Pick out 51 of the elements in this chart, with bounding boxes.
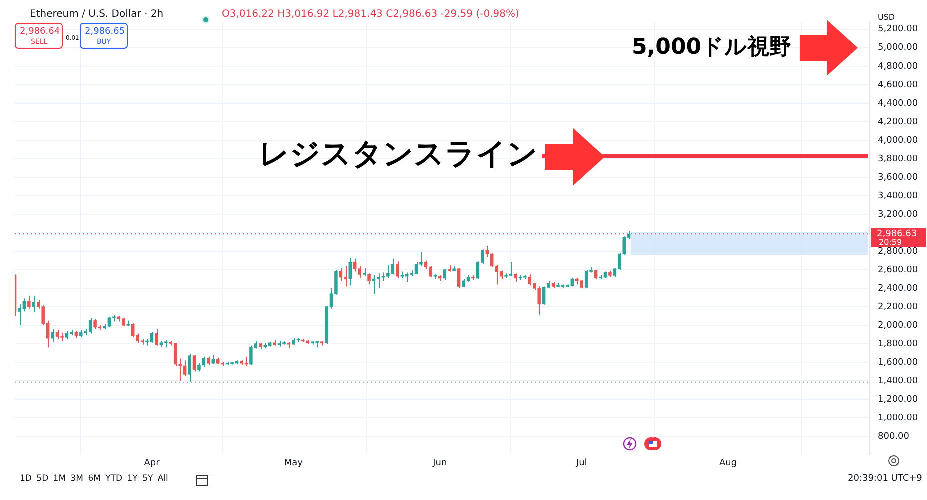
candlestick — [594, 269, 598, 280]
candlestick — [528, 274, 532, 286]
y-tick-label: 4,400.00 — [878, 98, 918, 109]
y-tick-label: 2,200.00 — [878, 302, 918, 312]
x-tick-label: Apr — [144, 458, 160, 469]
y-tick-label: 5,200.00 — [878, 24, 918, 35]
candlestick — [348, 257, 352, 286]
y-tick-label: 1,600.00 — [878, 358, 918, 368]
candlestick — [155, 328, 158, 346]
text: 20:39:01 UTC+9 — [848, 474, 922, 484]
annotation: 5,000ドル視野 — [632, 34, 792, 62]
text: 20:59 — [879, 238, 902, 247]
y-tick-label: 1,400.00 — [878, 376, 918, 386]
y-tick-label: 2,600.00 — [878, 265, 918, 276]
y-tick-label: 4,600.00 — [878, 80, 918, 90]
y-tick-label: 4,800.00 — [878, 62, 918, 72]
candlestick — [396, 261, 400, 279]
y-tick-label: 800.00 — [878, 432, 910, 442]
text: 1D 5D 1M 3M 6M YTD 1Y 5Y All — [20, 474, 168, 484]
y-tick-label: 4,000.00 — [878, 136, 918, 146]
annotation: 2,986.65 — [85, 27, 126, 37]
ref-line-label: 2,986.63 — [877, 230, 918, 240]
candlestick — [51, 328, 54, 343]
y-tick-label: 1,800.00 — [878, 339, 918, 350]
y-tick-label: 3,200.00 — [878, 210, 918, 220]
candlestick — [28, 295, 31, 310]
chart-title: Ethereum / U.S. Dollar · 2h — [30, 9, 164, 20]
y-tick-label: 5,000.00 — [878, 43, 918, 54]
text: USD — [878, 13, 896, 22]
y-tick-label: 3,400.00 — [878, 191, 918, 202]
x-tick-label: Jul — [575, 458, 588, 469]
x-tick-label: May — [284, 458, 304, 469]
ref-line-label: レジスタンスライン — [259, 136, 538, 172]
y-tick-label: 2,800.00 — [878, 246, 918, 257]
y-tick-label: 4,200.00 — [878, 117, 918, 128]
candlestick — [32, 295, 36, 314]
x-tick-label: Jun — [432, 458, 448, 469]
candlestick — [188, 354, 192, 383]
candlestick — [443, 268, 446, 281]
y-tick-label: 2,000.00 — [878, 320, 918, 331]
candlestick — [457, 268, 461, 289]
candlestick — [368, 273, 371, 286]
y-tick-label: 3,600.00 — [878, 172, 918, 183]
y-tick-label: 3,800.00 — [878, 154, 918, 164]
annotation: 2,986.64 — [20, 27, 60, 37]
y-tick-label: 1,200.00 — [878, 394, 918, 405]
candlestick — [192, 354, 196, 372]
y-tick-label: 2,400.00 — [878, 284, 918, 294]
y-tick-label: 1,000.00 — [878, 413, 918, 424]
chart-subtitle: O3,016.22 H3,016.92 L2,981.43 C2,986.63 -29.59 (-0.98%) — [222, 9, 520, 20]
x-tick-label: Aug — [720, 458, 738, 469]
